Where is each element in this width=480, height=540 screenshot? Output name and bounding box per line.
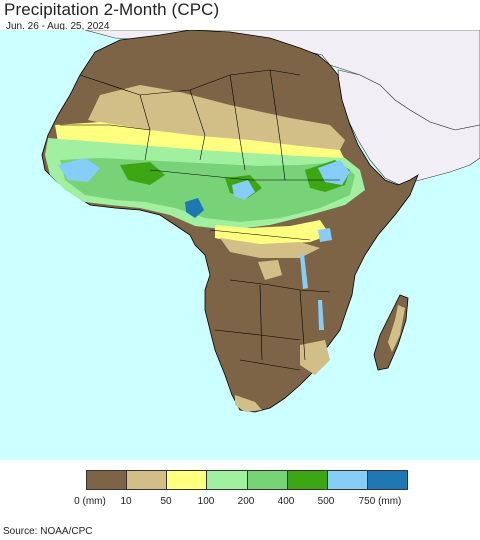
legend-swatch-200: [247, 471, 288, 489]
legend-swatch-50: [167, 471, 208, 489]
south-tan-2: [235, 395, 262, 412]
legend-swatch-500: [327, 471, 368, 489]
darkgreen-patch-west: [120, 162, 165, 185]
lake-malawi: [318, 300, 324, 330]
madagascar-east-coast: [388, 305, 405, 352]
legend-tick-50: 50: [160, 496, 172, 507]
legend-swatch-750: [367, 471, 407, 489]
country-borders: [60, 69, 340, 371]
blue-patch-guinea: [58, 158, 100, 182]
legend-tick-750: 750 (mm): [358, 496, 402, 507]
equatorial-tan: [220, 238, 320, 258]
south-tan-1: [300, 340, 330, 375]
blue-patch-central: [232, 180, 255, 200]
south-tan-3: [258, 260, 282, 280]
legend-tick-10: 10: [120, 496, 132, 507]
legend-swatch-100: [207, 471, 248, 489]
light-brown-sahel: [88, 85, 345, 150]
blue-patch-ethiopia: [318, 160, 350, 185]
map-title: Precipitation 2-Month (CPC): [4, 0, 220, 19]
equatorial-yellow: [215, 220, 330, 245]
legend-tick-400: 400: [277, 496, 295, 507]
map-date-range: Jun. 26 - Aug. 25, 2024: [6, 21, 110, 32]
lake-tanganyika: [300, 254, 308, 289]
legend-swatch-400: [287, 471, 328, 489]
precipitation-legend: [86, 470, 408, 490]
yellow-sahel: [55, 122, 345, 160]
legend-tick-0: 0 (mm): [74, 496, 106, 507]
darkblue-patch-cameroon: [185, 198, 204, 218]
lake-victoria: [318, 228, 332, 242]
legend-tick-100: 100: [197, 496, 215, 507]
legend-tick-500: 500: [317, 496, 335, 507]
legend-tick-200: 200: [237, 496, 255, 507]
precipitation-map: [0, 30, 480, 460]
source-credit: Source: NOAA/CPC: [3, 526, 93, 537]
arabia-land: [337, 69, 480, 186]
legend-swatch-10: [127, 471, 168, 489]
legend-swatch-0: [87, 471, 128, 489]
